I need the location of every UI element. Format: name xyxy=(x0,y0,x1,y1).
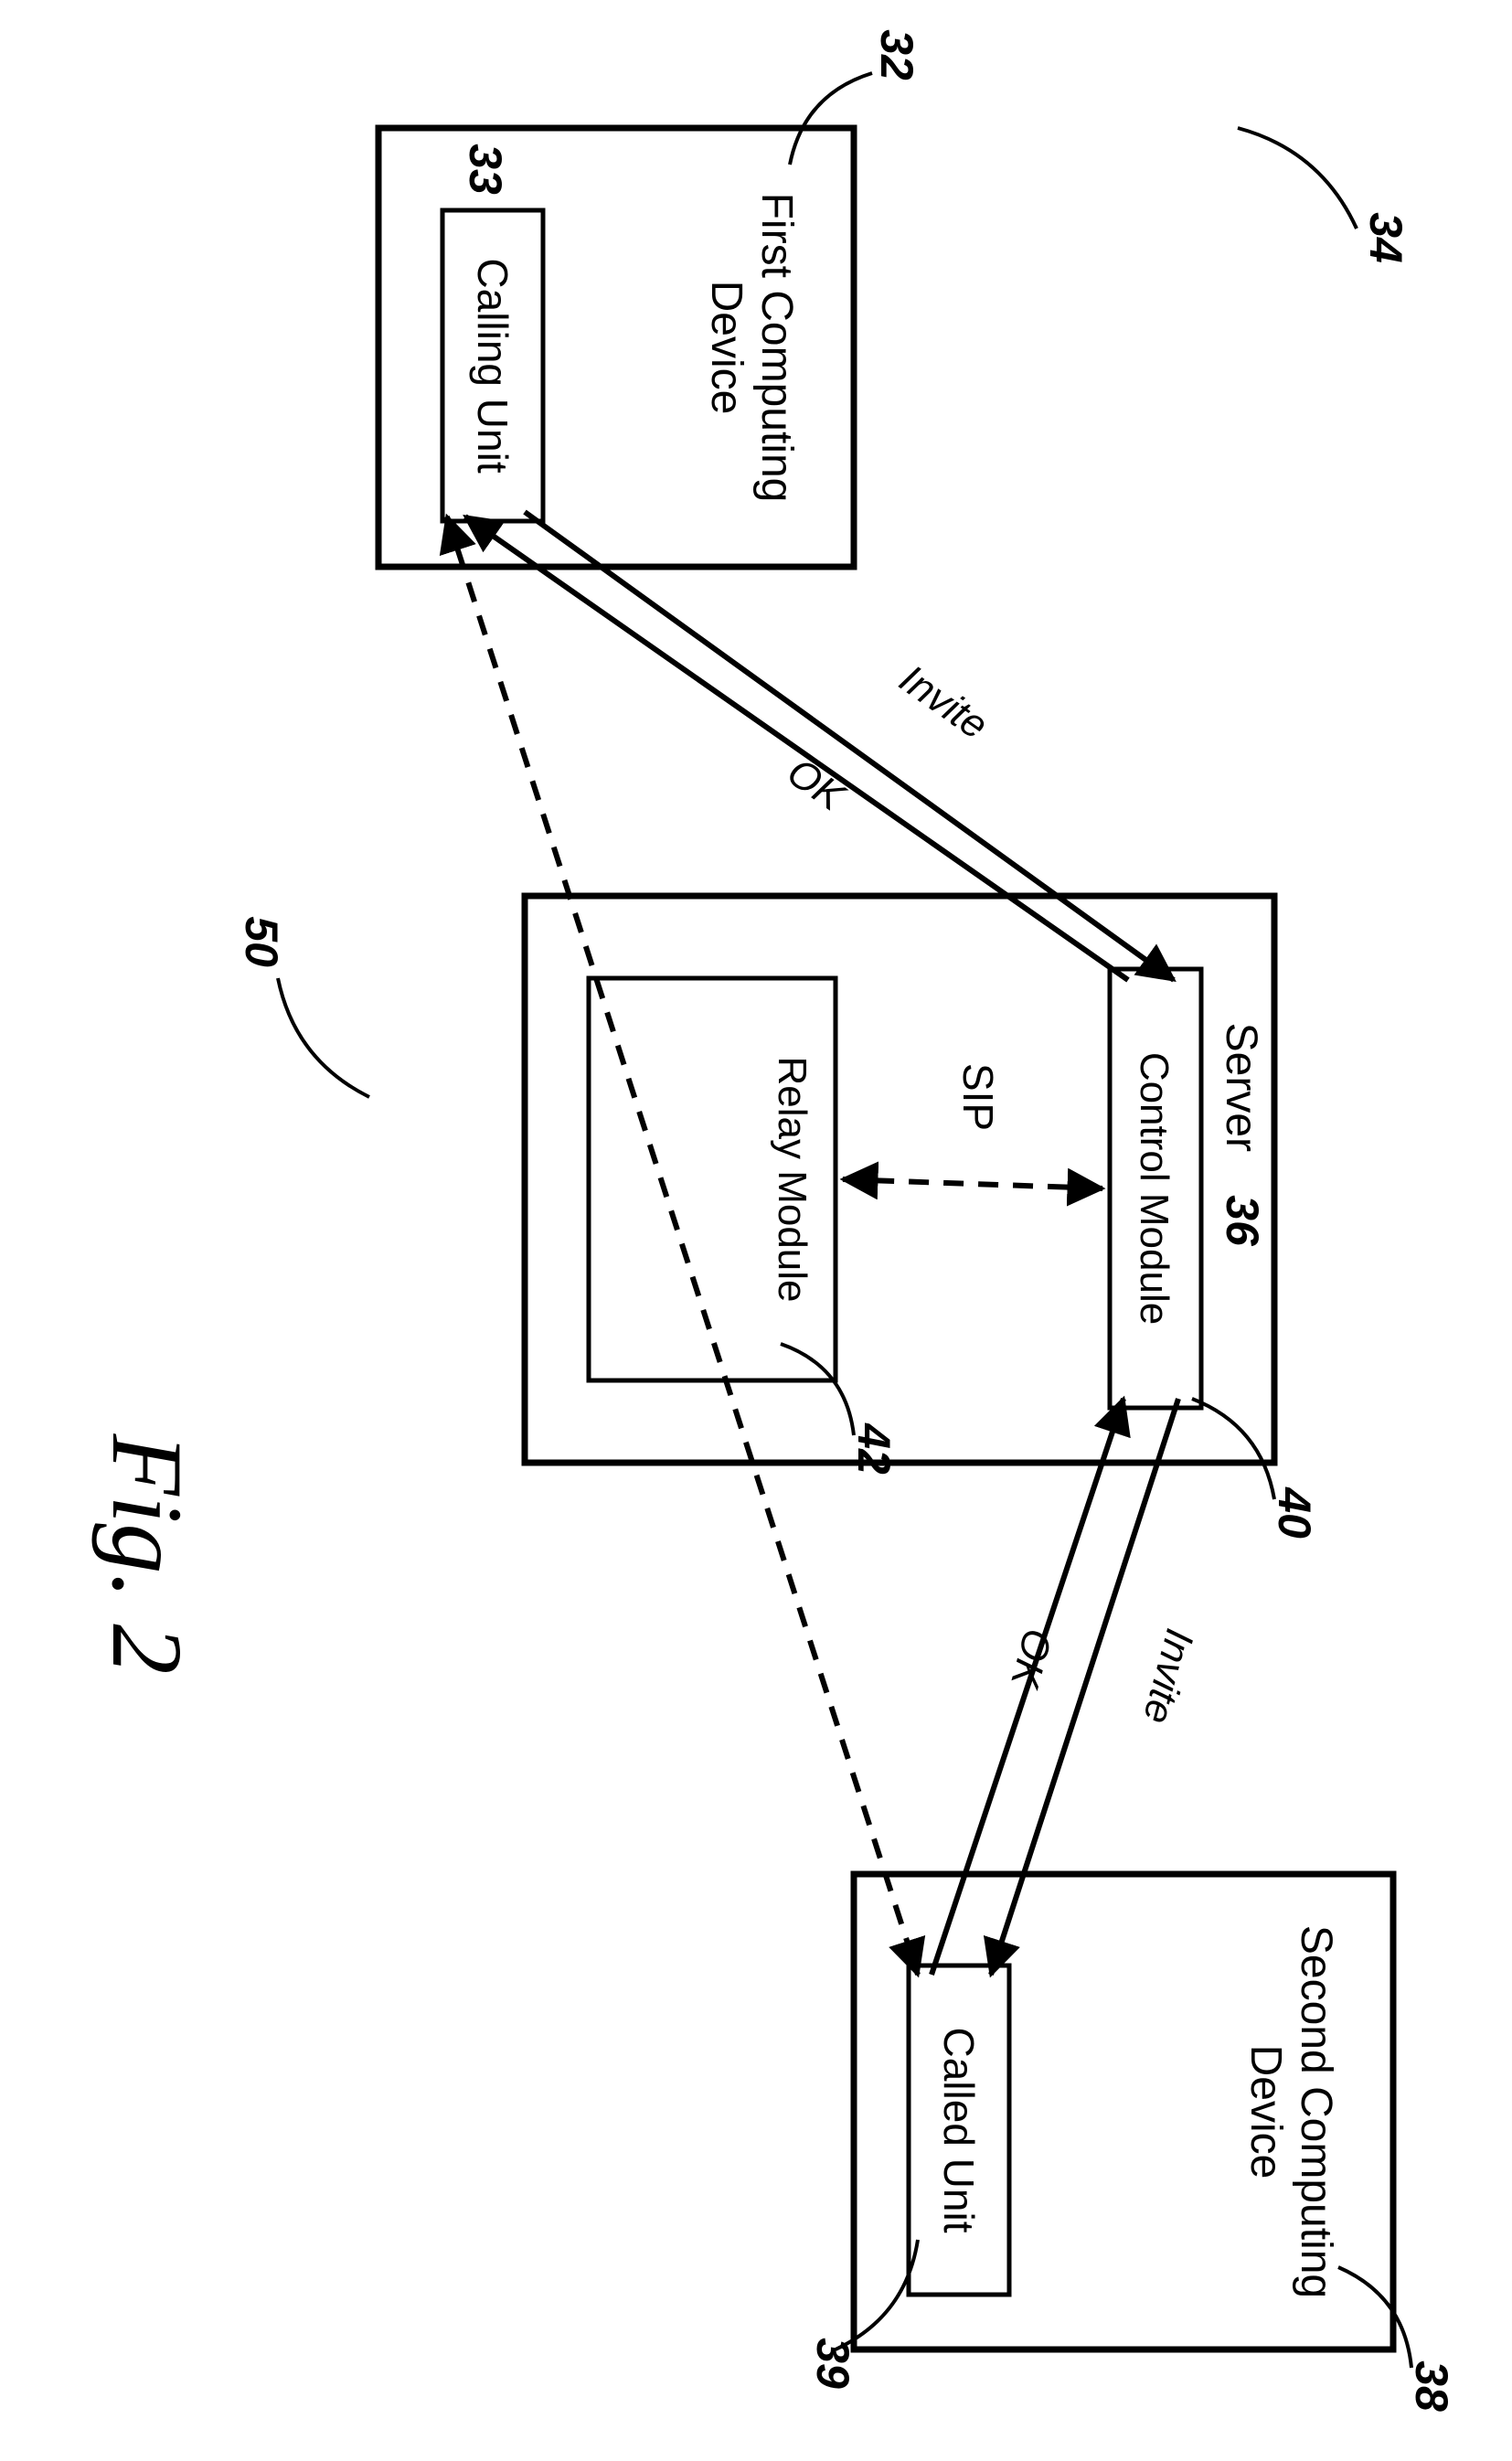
leader-called_unit xyxy=(836,2240,918,2349)
leader-system xyxy=(1238,128,1357,229)
leader-control_module xyxy=(1192,1399,1274,1499)
ref-system: 34 xyxy=(1360,212,1411,263)
ref-calling_unit: 33 xyxy=(460,144,511,195)
figure-caption: Fig. 2 xyxy=(91,1433,203,1675)
label-ok-right: OK xyxy=(1002,1625,1060,1694)
arrow-ok-left xyxy=(465,517,1128,980)
calling-unit-title: Calling Unit xyxy=(469,258,516,473)
leader-media_path xyxy=(278,978,369,1097)
leader-first_device xyxy=(790,73,872,165)
server-title: Server xyxy=(1217,1023,1265,1152)
arrow-media-path xyxy=(447,517,918,1975)
called-unit-title: Called Unit xyxy=(935,2028,983,2233)
arrow-invite-left xyxy=(525,512,1174,980)
ref-relay_module: 42 xyxy=(848,1422,900,1475)
first-device-title: First ComputingDevice xyxy=(702,193,801,503)
label-ok-left: OK xyxy=(779,750,854,821)
second-device-title: Second ComputingDevice xyxy=(1241,1925,1340,2298)
ref-called_unit: 39 xyxy=(807,2338,858,2389)
server-ref: 36 xyxy=(1217,1195,1268,1247)
control-module-title: Control Module xyxy=(1132,1052,1177,1325)
ref-control_module: 40 xyxy=(1269,1486,1320,1539)
leader-relay_module xyxy=(781,1344,854,1435)
label-invite-right: Invite xyxy=(1134,1625,1203,1729)
arrow-sip xyxy=(843,1179,1102,1188)
ref-media_path: 50 xyxy=(236,916,287,967)
ref-first_device: 32 xyxy=(871,29,922,80)
relay-module-title: Relay Module xyxy=(770,1056,815,1302)
ref-second_device: 38 xyxy=(1406,2360,1457,2412)
label-invite-left: Invite xyxy=(891,656,996,748)
label-sip: SIP xyxy=(954,1063,1002,1131)
